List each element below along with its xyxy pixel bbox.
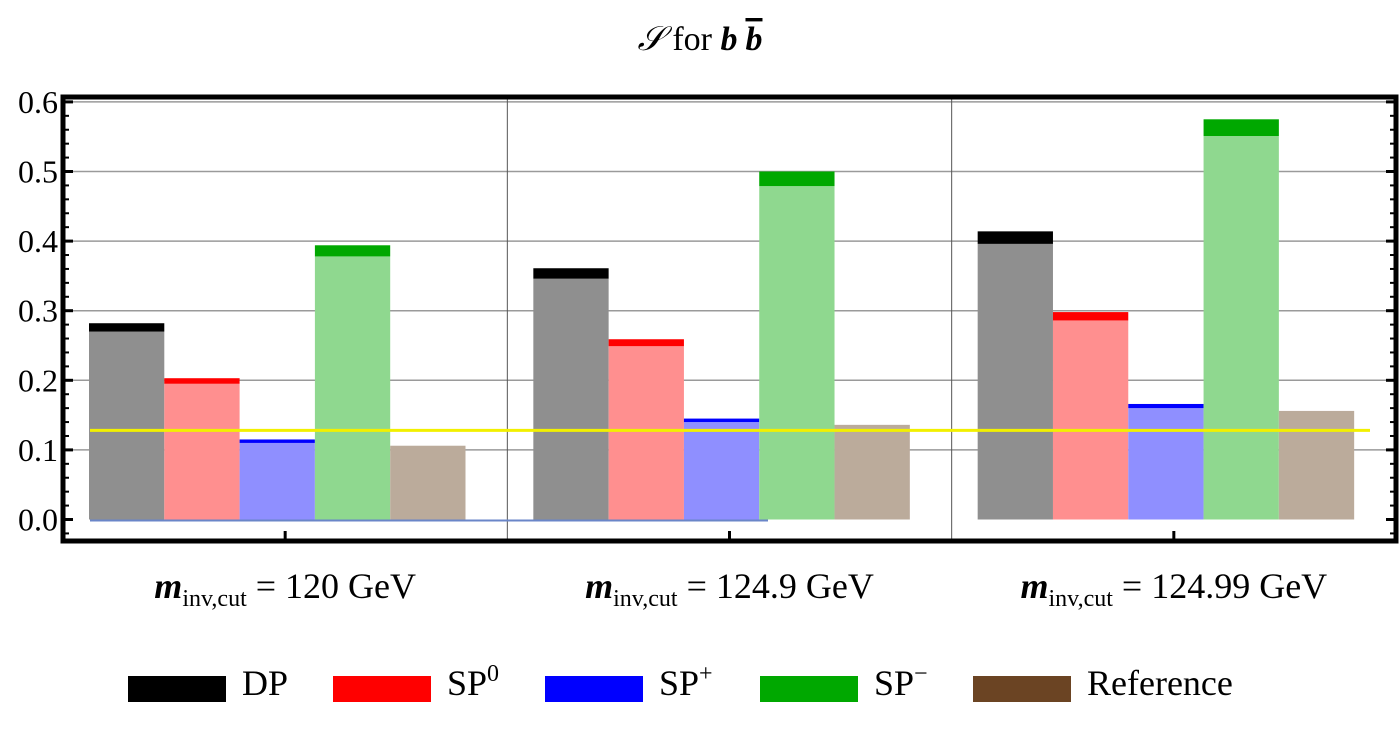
group-label-2: minv,cut = 124.9 GeV (585, 566, 874, 612)
group-label-var: m (585, 566, 613, 606)
legend-swatch-SP+ (545, 676, 643, 702)
ytick-label: 0.2 (18, 362, 58, 398)
bar-SP−-3 (1203, 136, 1279, 520)
group-label-rest: = 124.9 GeV (678, 566, 874, 606)
ytick-label: 0.1 (18, 432, 58, 468)
bar-cap-SP−-1 (314, 245, 391, 257)
group-label-sub: inv,cut (613, 586, 678, 612)
bar-cap-SP0-3 (1052, 312, 1129, 321)
ytick-label: 0.0 (18, 502, 58, 538)
ytick-label: 0.3 (18, 293, 58, 329)
legend-label-sup: 0 (487, 661, 499, 687)
bar-cap-SP+-1 (239, 439, 315, 443)
bar-DP-1 (89, 331, 165, 520)
bar-cap-SP0-1 (164, 378, 240, 384)
ytick-label: 0.6 (18, 84, 58, 120)
bar-cap-SP0-2 (608, 339, 684, 347)
group-label-sub: inv,cut (182, 586, 247, 612)
legend-label-base: SP (659, 663, 699, 703)
bar-SP−-1 (314, 256, 391, 520)
bar-SP−-2 (759, 186, 835, 520)
group-label-rest: = 120 GeV (247, 566, 416, 606)
bar-DP-2 (533, 278, 609, 520)
legend-label-base: SP (874, 663, 914, 703)
bar-SP0-3 (1052, 320, 1129, 520)
legend-swatch-Reference (973, 676, 1071, 702)
bar-Reference-2 (834, 424, 910, 520)
group-label-var: m (1020, 566, 1048, 606)
bar-Reference-1 (390, 445, 466, 520)
group-label-3: minv,cut = 124.99 GeV (1020, 566, 1327, 612)
group-label-rest: = 124.99 GeV (1113, 566, 1327, 606)
legend-swatch-SP− (760, 676, 858, 702)
group-label-var: m (154, 566, 182, 606)
bar-Reference-3 (1278, 410, 1355, 520)
bar-cap-SP−-3 (1203, 119, 1279, 137)
legend-label-Reference: Reference (1087, 663, 1233, 703)
legend-label-SP0: SP0 (447, 661, 499, 703)
bar-SP0-1 (164, 383, 240, 520)
bar-cap-DP-1 (89, 323, 165, 332)
ytick-label: 0.5 (18, 154, 58, 190)
bar-cap-SP+-3 (1128, 403, 1204, 409)
bar-SP0-2 (608, 346, 684, 520)
legend-swatch-DP (128, 676, 226, 702)
group-label-1: minv,cut = 120 GeV (154, 566, 416, 612)
legend-label-DP: DP (242, 663, 288, 703)
bar-cap-SP−-2 (759, 171, 835, 187)
bar-cap-DP-3 (977, 231, 1053, 244)
bar-SP+-1 (239, 442, 315, 520)
legend-swatch-SP0 (333, 676, 431, 702)
legend-label-sup: + (699, 661, 713, 687)
group-label-sub: inv,cut (1048, 586, 1113, 612)
legend-label-base: SP (447, 663, 487, 703)
bar-SP+-2 (683, 422, 760, 520)
bar-SP+-3 (1128, 408, 1204, 520)
title-mid: for (664, 21, 721, 58)
bar-cap-SP+-2 (683, 418, 760, 423)
legend-label-sup: − (914, 661, 928, 687)
legend-label-SP−: SP− (874, 661, 928, 703)
title-bbar: b (745, 21, 762, 58)
ytick-label: 0.4 (18, 223, 58, 259)
legend: DP SP0 SP+ SP− Reference (128, 661, 1233, 703)
bar-DP-3 (977, 243, 1053, 520)
legend-label-SP+: SP+ (659, 661, 713, 703)
title-b: b (720, 21, 737, 58)
bar-cap-DP-2 (533, 268, 609, 279)
